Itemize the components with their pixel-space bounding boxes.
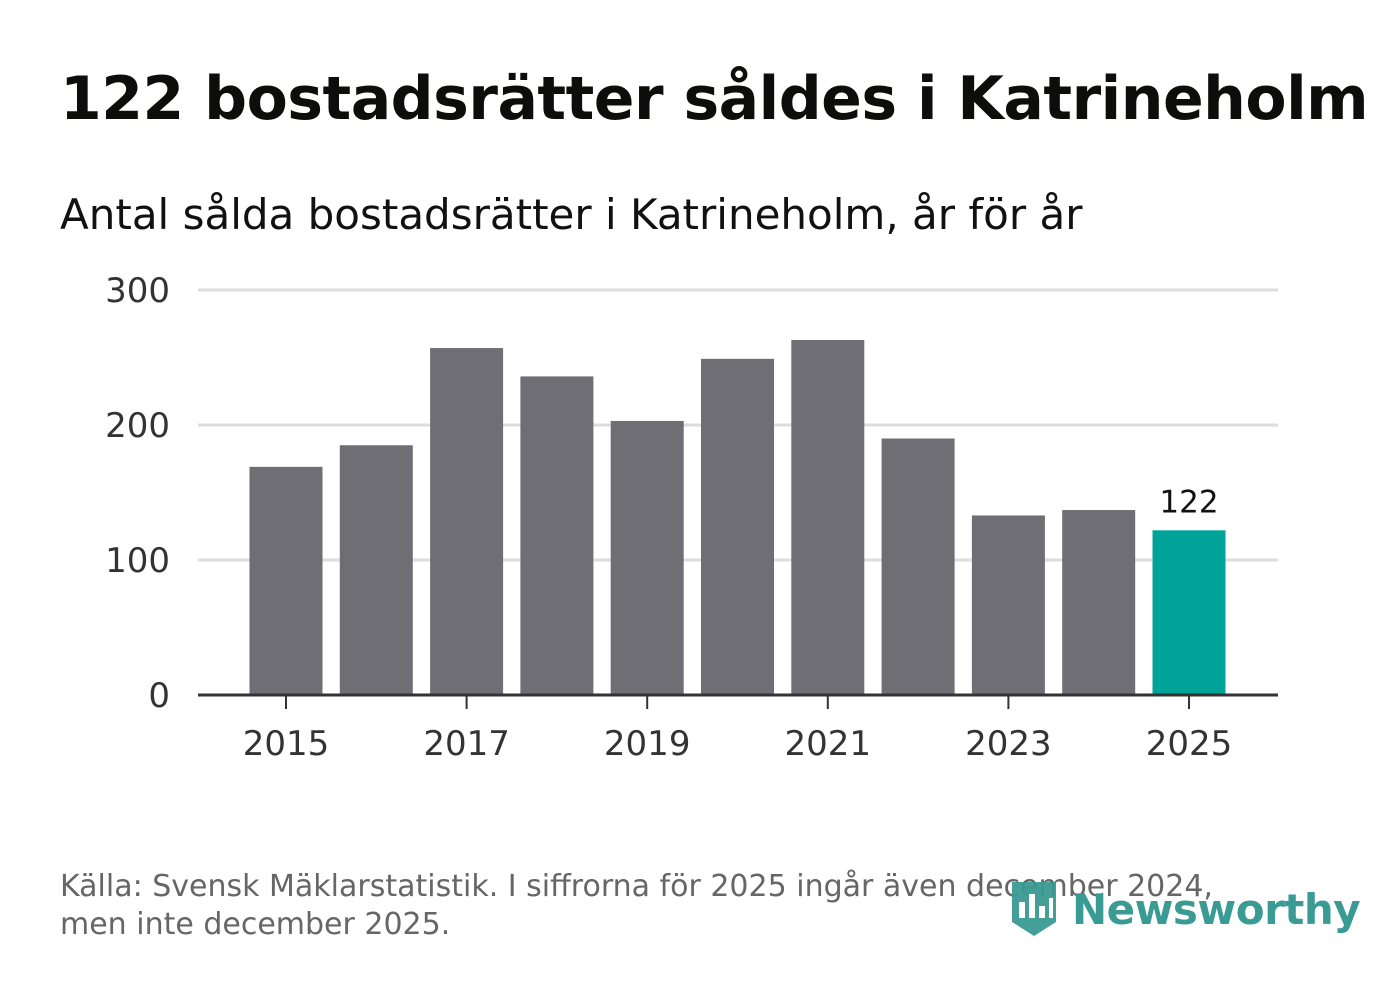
x-tick-label-2017: 2017 [423,724,510,764]
bar-2024 [1062,510,1136,695]
x-tick-label-2025: 2025 [1146,724,1233,764]
bar-layer [249,339,1226,695]
bar-2017 [430,348,504,695]
bar-2023 [971,515,1045,695]
chart-subtitle: Antal sålda bostadsrätter i Katrineholm,… [60,190,1083,239]
y-tick-label-300: 300 [105,271,170,311]
x-tick-label-2015: 2015 [243,724,330,764]
axis-layer [198,693,1278,709]
bar-2015 [249,466,323,695]
y-tick-label-0: 0 [148,676,170,716]
bar-2016 [339,445,413,695]
y-tick-label-100: 100 [105,541,170,581]
bar-2020 [701,358,774,695]
chart-title: 122 bostadsrätter såldes i Katrineholm [60,64,1369,134]
label-layer: 0 100 200 300 2015 2017 2019 2021 2023 2025 122 [105,271,1232,764]
newsworthy-logo-icon [1012,882,1056,936]
newsworthy-logo-text: Newsworthy [1072,884,1361,934]
data-label-2025: 122 [1159,484,1218,520]
x-tick-label-2019: 2019 [604,724,691,764]
y-tick-label-200: 200 [105,406,170,446]
bar-2022 [881,438,955,695]
bar-2019 [610,420,684,695]
x-tick-label-2023: 2023 [965,724,1052,764]
newsworthy-logo: Newsworthy [1008,878,1361,940]
source-line-2: men inte december 2025. [60,907,451,942]
bar-2021 [791,339,865,695]
x-tick-label-2021: 2021 [785,724,872,764]
bar-2018 [520,376,594,695]
bar-2025 [1152,530,1226,695]
